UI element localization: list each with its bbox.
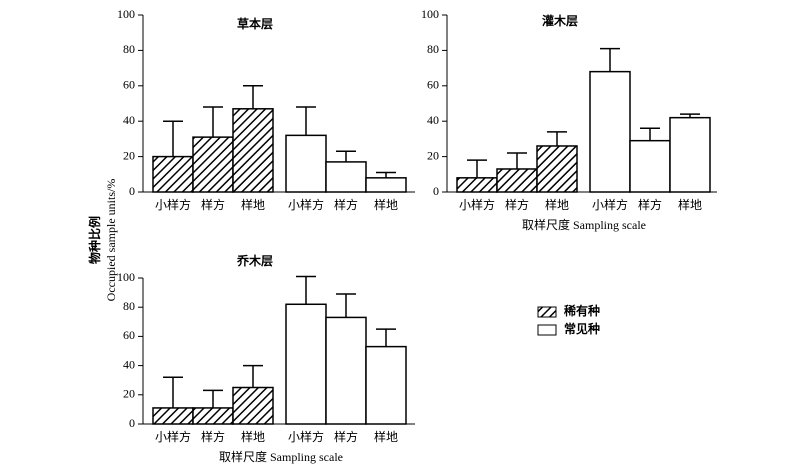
bar	[285, 303, 327, 425]
x-tick-label: 样地	[241, 197, 265, 212]
bar	[365, 177, 407, 193]
x-tick-label: 样方	[638, 197, 662, 212]
y-tick-label: 20	[427, 148, 439, 162]
x-tick-label: 样方	[505, 197, 529, 212]
x-tick-label: 样地	[678, 197, 702, 212]
bar	[192, 136, 234, 193]
x-tick-label: 样方	[201, 429, 225, 444]
y-tick-label: 80	[123, 299, 135, 313]
bar	[629, 139, 671, 193]
y-tick-label: 100	[117, 270, 135, 284]
y-tick-label: 60	[427, 78, 439, 92]
bar	[536, 145, 578, 193]
y-tick-label: 60	[123, 78, 135, 92]
legend-label: 常见种	[564, 321, 600, 336]
bar	[496, 168, 538, 193]
y-tick-label: 0	[129, 184, 135, 198]
y-tick-label: 0	[433, 184, 439, 198]
x-tick-label: 样地	[241, 429, 265, 444]
x-tick-label: 小样方	[288, 197, 324, 212]
x-tick-label: 样地	[545, 197, 569, 212]
bar	[232, 386, 274, 425]
x-tick-label: 样地	[374, 429, 398, 444]
x-tick-label: 样方	[334, 429, 358, 444]
x-tick-label: 小样方	[155, 197, 191, 212]
bar	[365, 345, 407, 425]
bar	[325, 316, 367, 425]
y-tick-label: 40	[123, 357, 135, 371]
bar	[232, 108, 274, 193]
y-tick-label: 80	[427, 42, 439, 56]
x-tick-label: 小样方	[592, 197, 628, 212]
y-tick-label: 100	[117, 7, 135, 21]
y-tick-label: 0	[129, 416, 135, 430]
bar	[152, 155, 194, 193]
x-tick-label: 小样方	[459, 197, 495, 212]
x-tick-label: 样方	[201, 197, 225, 212]
y-tick-label: 60	[123, 328, 135, 342]
y-axis-label: 物种比例 Occupied sample units/%	[87, 179, 118, 302]
legend-swatch	[537, 306, 557, 318]
panel-title: 乔木层	[236, 253, 273, 268]
x-tick-label: 样方	[334, 197, 358, 212]
bar	[669, 116, 711, 193]
bar	[325, 161, 367, 193]
y-tick-label: 20	[123, 148, 135, 162]
x-axis-label: 取样尺度 Sampling scale	[219, 449, 343, 464]
legend-swatch	[537, 324, 557, 336]
x-tick-label: 小样方	[155, 429, 191, 444]
x-tick-label: 小样方	[288, 429, 324, 444]
y-tick-label: 20	[123, 387, 135, 401]
y-tick-label: 40	[123, 113, 135, 127]
panel-title: 草本层	[237, 16, 273, 31]
bar	[589, 70, 631, 193]
panel-title: 灌木层	[541, 13, 578, 28]
y-label-en: Occupied sample units/%	[104, 179, 118, 302]
bar	[152, 407, 194, 425]
x-tick-label: 样地	[374, 197, 398, 212]
bar	[192, 407, 234, 425]
y-label-cn: 物种比例	[87, 216, 102, 264]
bar	[456, 177, 498, 193]
legend-label: 稀有种	[564, 303, 600, 318]
x-axis-label: 取样尺度 Sampling scale	[522, 217, 646, 232]
y-tick-label: 80	[123, 42, 135, 56]
bar	[285, 134, 327, 193]
y-tick-label: 40	[427, 113, 439, 127]
y-tick-label: 100	[421, 7, 439, 21]
